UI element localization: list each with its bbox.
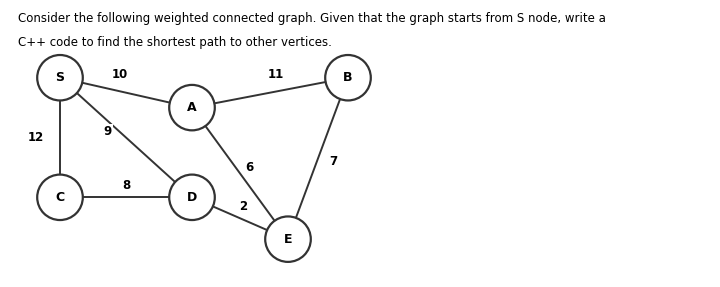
Circle shape [265, 216, 311, 262]
Circle shape [169, 85, 215, 130]
Text: 11: 11 [268, 68, 284, 81]
Circle shape [37, 174, 83, 220]
Text: 8: 8 [122, 179, 130, 192]
Text: 6: 6 [245, 161, 253, 174]
Text: C: C [55, 191, 65, 204]
Text: S: S [55, 71, 65, 84]
Text: 10: 10 [112, 68, 128, 81]
Text: A: A [187, 101, 197, 114]
Circle shape [37, 55, 83, 100]
Circle shape [325, 55, 371, 100]
Text: B: B [343, 71, 353, 84]
Text: Consider the following weighted connected graph. Given that the graph starts fro: Consider the following weighted connecte… [18, 12, 606, 25]
Text: C++ code to find the shortest path to other vertices.: C++ code to find the shortest path to ot… [18, 36, 332, 49]
Text: 9: 9 [104, 125, 112, 138]
Text: D: D [187, 191, 197, 204]
Circle shape [169, 174, 215, 220]
Text: 2: 2 [239, 200, 247, 213]
Text: 12: 12 [28, 131, 44, 144]
Text: E: E [284, 233, 292, 246]
Text: 7: 7 [329, 155, 337, 168]
